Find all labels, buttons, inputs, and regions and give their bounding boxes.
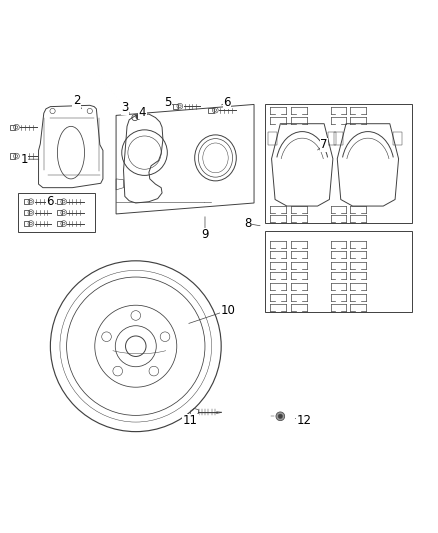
Text: 8: 8 [244, 217, 251, 230]
Bar [10, 154, 15, 159]
Bar [268, 132, 277, 145]
Text: 7: 7 [320, 138, 328, 151]
Text: 5: 5 [164, 96, 171, 109]
Bar [24, 221, 29, 226]
Bar [393, 132, 402, 145]
Text: 6: 6 [223, 96, 231, 109]
Bar [334, 132, 343, 145]
Bar [57, 199, 62, 204]
Bar [24, 210, 29, 215]
Text: 2: 2 [73, 94, 81, 108]
Bar [57, 221, 62, 226]
Text: 9: 9 [201, 229, 209, 241]
Text: 4: 4 [138, 106, 146, 119]
Bar [57, 210, 62, 215]
Text: 6: 6 [46, 195, 54, 208]
Bar [328, 132, 336, 145]
Bar [208, 108, 214, 113]
Bar [10, 125, 15, 130]
Bar [173, 103, 178, 109]
Text: 10: 10 [220, 304, 235, 317]
Text: 3: 3 [121, 101, 128, 114]
Bar [24, 199, 29, 204]
Circle shape [278, 414, 283, 418]
Text: 11: 11 [183, 414, 198, 427]
Text: 1: 1 [20, 152, 28, 166]
Circle shape [276, 412, 285, 421]
Text: 12: 12 [297, 414, 312, 427]
Circle shape [136, 114, 141, 119]
